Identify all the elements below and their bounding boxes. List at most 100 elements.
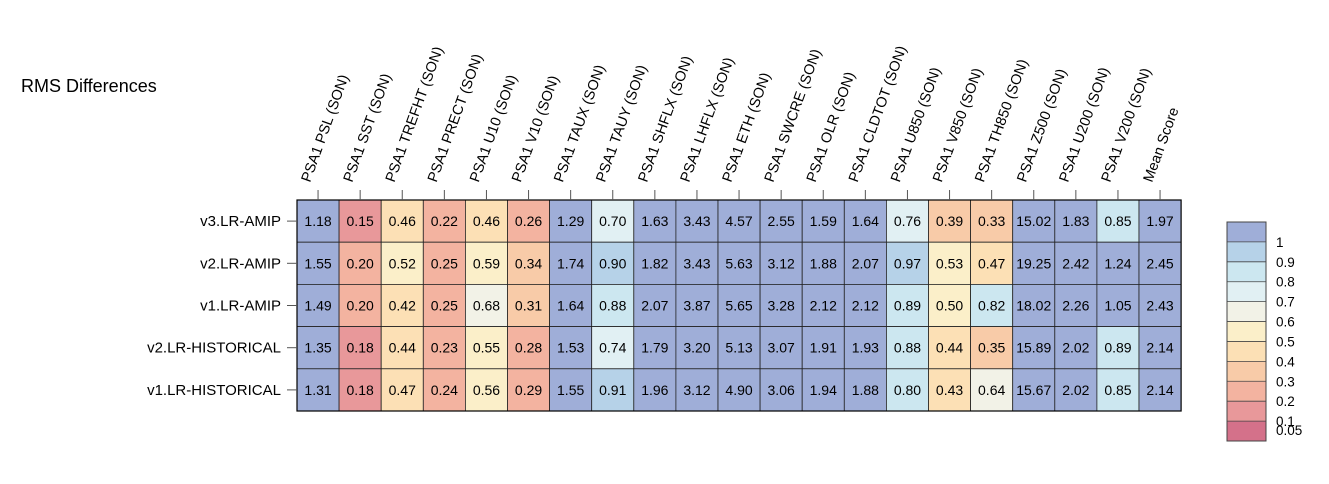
colorbar-segment — [1227, 381, 1266, 402]
cell-value-label: 1.91 — [810, 340, 837, 356]
heatmap-cell — [296, 241, 340, 285]
colorbar-tick-label: 0.4 — [1276, 354, 1295, 369]
heatmap-cell — [507, 283, 550, 327]
cell-value-label: 1.53 — [557, 340, 584, 356]
cell-value-label: 0.25 — [431, 255, 458, 271]
heatmap-cell — [338, 283, 382, 327]
heatmap-cell — [759, 326, 803, 370]
cell-value-label: 3.43 — [683, 255, 710, 271]
cell-value-label: 0.47 — [389, 382, 416, 398]
heatmap-cell — [1096, 241, 1140, 285]
heatmap-cell — [970, 326, 1014, 370]
heatmap-cell — [928, 368, 971, 412]
colorbar-segment — [1227, 222, 1266, 242]
cell-value-label: 2.45 — [1146, 255, 1173, 271]
heatmap-cell — [464, 368, 508, 412]
cell-value-label: 3.87 — [683, 298, 710, 314]
heatmap-cell — [970, 283, 1014, 327]
cell-value-label: 5.65 — [725, 298, 752, 314]
cell-value-label: 2.12 — [852, 298, 879, 314]
heatmap-cell — [717, 241, 761, 285]
heatmap-cell — [422, 241, 466, 285]
colorbar-tick-label: 0.6 — [1276, 315, 1295, 330]
heatmap-cell — [843, 199, 887, 243]
cell-value-label: 2.07 — [641, 298, 668, 314]
cell-value-label: 3.20 — [683, 340, 710, 356]
cell-value-label: 15.89 — [1016, 340, 1051, 356]
cell-value-label: 2.12 — [810, 298, 837, 314]
cell-value-label: 0.70 — [599, 213, 626, 229]
row-label: v3.LR-AMIP — [200, 213, 281, 230]
cell-value-label: 0.44 — [936, 340, 963, 356]
colorbar-segment — [1227, 341, 1266, 362]
heatmap-cell — [886, 241, 929, 285]
cell-value-label: 15.02 — [1016, 213, 1051, 229]
cell-value-label: 0.33 — [978, 213, 1005, 229]
heatmap-cell — [675, 326, 719, 370]
heatmap-cell — [801, 283, 845, 327]
cell-value-label: 0.35 — [978, 340, 1005, 356]
colorbar-segment — [1227, 281, 1266, 302]
heatmap-cell — [296, 368, 340, 412]
cell-value-label: 3.12 — [768, 255, 795, 271]
colorbar-tick-label: 0.2 — [1276, 394, 1295, 409]
cell-value-label: 0.46 — [389, 213, 416, 229]
cell-value-label: 3.28 — [768, 298, 795, 314]
row-label: v2.LR-AMIP — [200, 255, 281, 272]
cell-value-label: 0.80 — [894, 382, 921, 398]
heatmap-cell — [843, 326, 887, 370]
colorbar-tick-label: 0.5 — [1276, 334, 1295, 349]
cell-value-label: 0.68 — [473, 298, 500, 314]
chart-title: RMS Differences — [21, 76, 157, 96]
heatmap-cell — [717, 283, 761, 327]
heatmap-cell — [886, 199, 929, 243]
heatmap-cell — [507, 199, 550, 243]
cell-value-label: 0.88 — [894, 340, 921, 356]
cell-value-label: 1.24 — [1104, 255, 1131, 271]
colorbar-tick-label: 0.7 — [1276, 295, 1295, 310]
cell-value-label: 0.82 — [978, 298, 1005, 314]
heatmap-cell — [549, 199, 593, 243]
cell-value-label: 0.18 — [347, 382, 374, 398]
heatmap-cell — [675, 283, 719, 327]
column-label: Mean Score — [1141, 105, 1183, 184]
cell-value-label: 1.96 — [641, 382, 668, 398]
cell-value-label: 0.85 — [1104, 213, 1131, 229]
cell-value-label: 0.90 — [599, 255, 626, 271]
colorbar-segment — [1227, 261, 1266, 282]
colorbar-segment — [1227, 401, 1266, 422]
heatmap-cell — [507, 241, 550, 285]
cell-value-label: 0.26 — [515, 213, 542, 229]
heatmap-cell — [801, 368, 845, 412]
cell-value-label: 0.20 — [347, 255, 374, 271]
colorbar-tick-label: 0.05 — [1276, 423, 1302, 438]
heatmap-cell — [1012, 199, 1056, 243]
heatmap-cell — [633, 199, 677, 243]
cell-value-label: 0.89 — [894, 298, 921, 314]
heatmap-cell — [843, 368, 887, 412]
heatmap-cell — [422, 326, 466, 370]
cell-value-label: 1.97 — [1146, 213, 1173, 229]
cell-value-label: 18.02 — [1016, 298, 1051, 314]
cell-value-label: 1.88 — [810, 255, 837, 271]
heatmap-cell — [928, 241, 971, 285]
cell-value-label: 0.23 — [431, 340, 458, 356]
cell-value-label: 0.28 — [515, 340, 542, 356]
cell-value-label: 0.74 — [599, 340, 626, 356]
cell-value-label: 0.31 — [515, 298, 542, 314]
cell-value-label: 19.25 — [1016, 255, 1051, 271]
heatmap-cell — [633, 326, 677, 370]
cell-value-label: 0.55 — [473, 340, 500, 356]
heatmap-cell — [1096, 283, 1140, 327]
cell-value-label: 1.29 — [557, 213, 584, 229]
cell-value-label: 0.42 — [389, 298, 416, 314]
cell-value-label: 1.93 — [852, 340, 879, 356]
cell-value-label: 0.44 — [389, 340, 416, 356]
cell-value-label: 1.49 — [304, 298, 331, 314]
heatmap-cell — [717, 368, 761, 412]
colorbar-segment — [1227, 301, 1266, 322]
heatmap-cell — [380, 241, 424, 285]
cell-value-label: 0.64 — [978, 382, 1005, 398]
heatmap-cell — [801, 326, 845, 370]
cell-value-label: 0.56 — [473, 382, 500, 398]
